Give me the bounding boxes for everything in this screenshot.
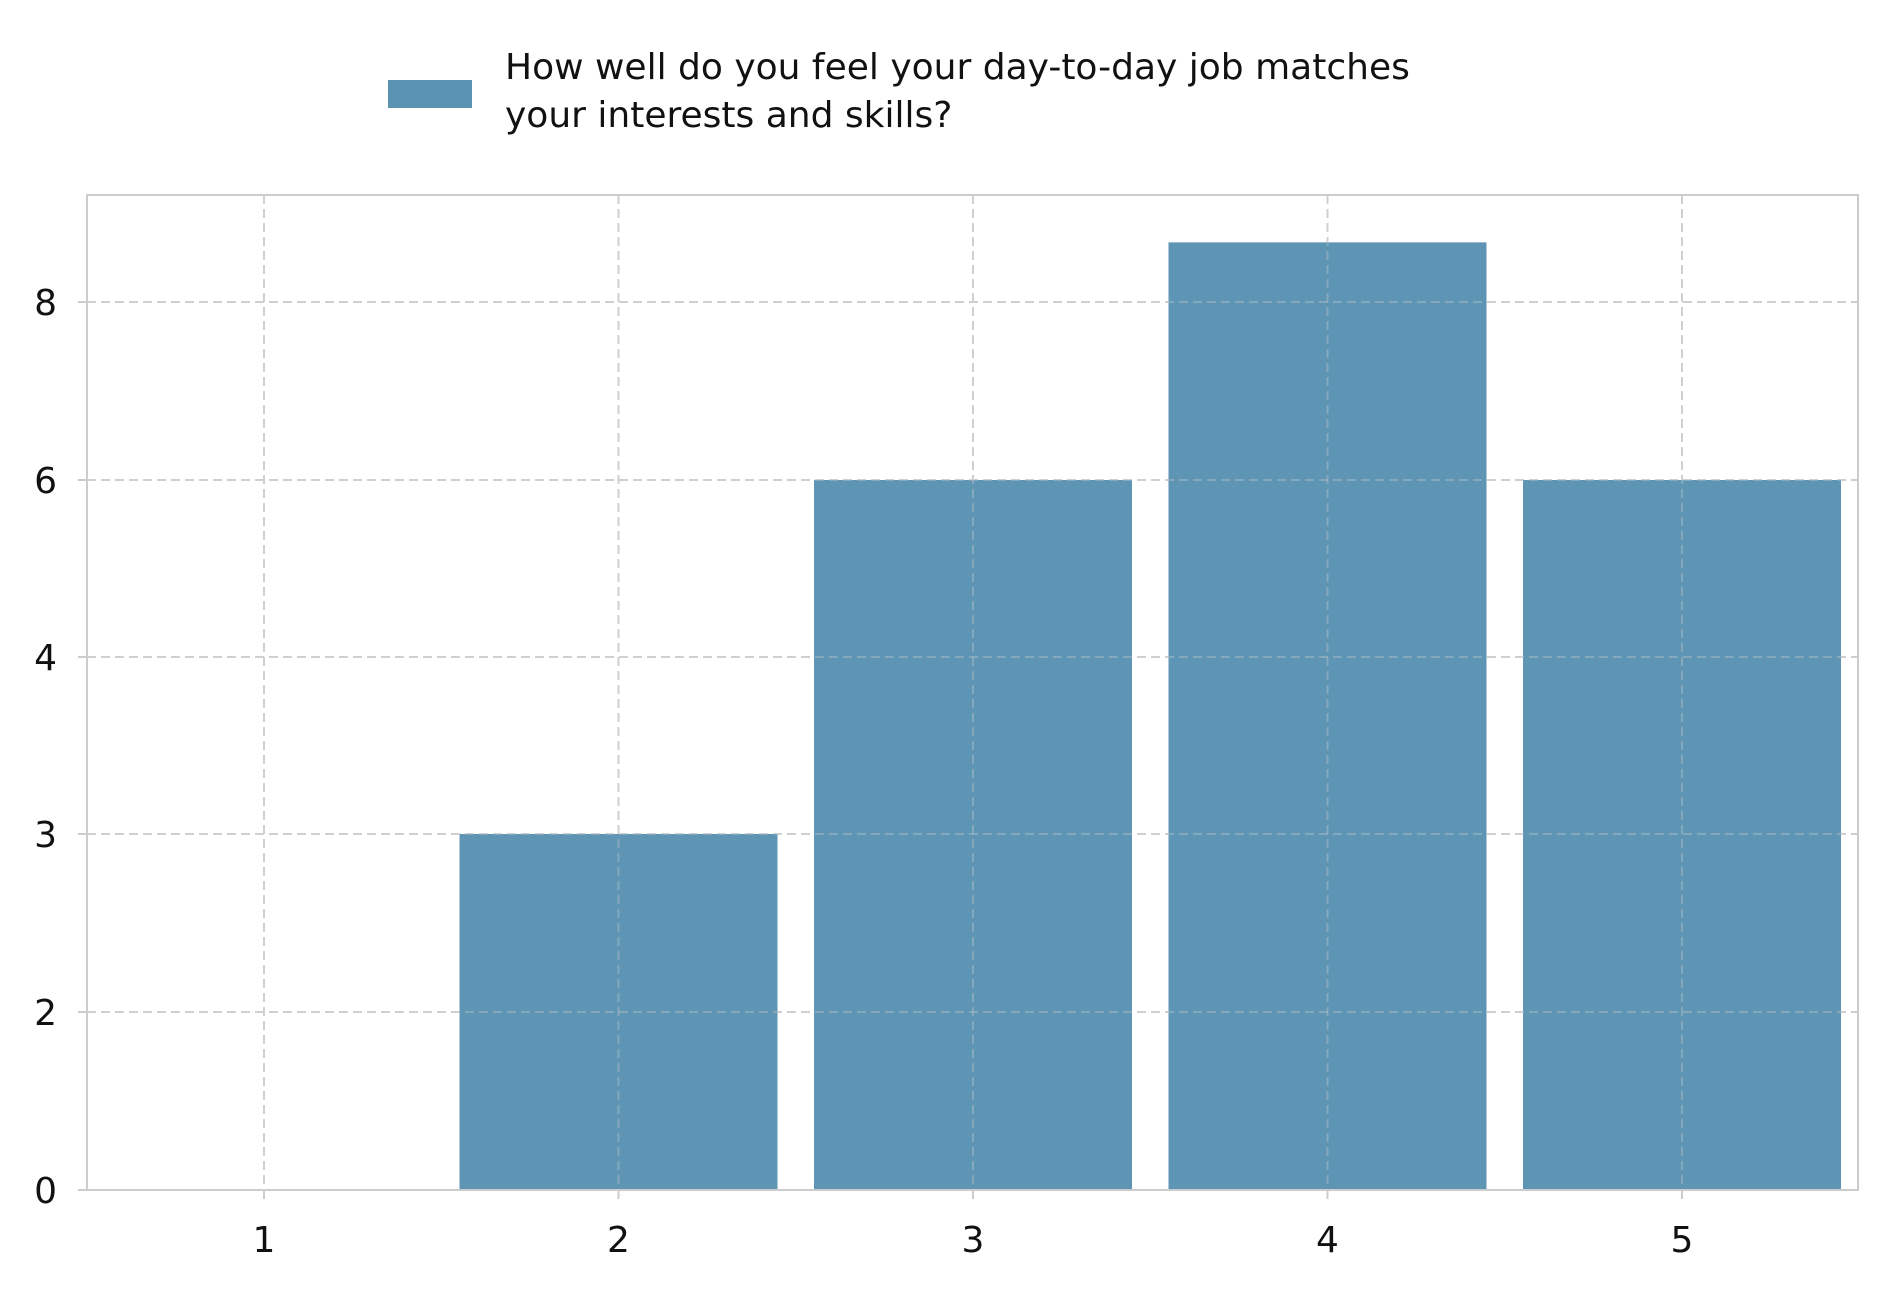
x-tick-label: 3 [962,1220,985,1261]
x-tick-label: 5 [1671,1220,1694,1261]
bar [814,480,1132,1190]
bar [1523,480,1841,1190]
x-tick-label: 1 [253,1220,276,1261]
legend: How well do you feel your day-to-day job… [388,47,1410,136]
bar [1168,242,1487,1190]
legend-swatch [388,80,472,108]
y-tick-label: 4 [34,638,57,679]
legend-label-line-1: How well do you feel your day-to-day job… [505,47,1410,88]
legend-label-line-2: your interests and skills? [505,95,952,136]
y-tick-label: 6 [34,461,57,502]
x-tick-label: 2 [607,1220,630,1261]
y-tick-label: 2 [34,993,57,1034]
y-tick-label: 8 [34,283,57,324]
y-axis: 0 2 3 4 6 8 [34,283,87,1212]
y-tick-label: 3 [34,815,57,856]
x-axis: 1 2 3 4 5 [253,1190,1694,1261]
bars [87,195,1858,1190]
y-tick-label: 0 [34,1171,57,1212]
bar [459,834,778,1190]
x-tick-label: 4 [1316,1220,1339,1261]
